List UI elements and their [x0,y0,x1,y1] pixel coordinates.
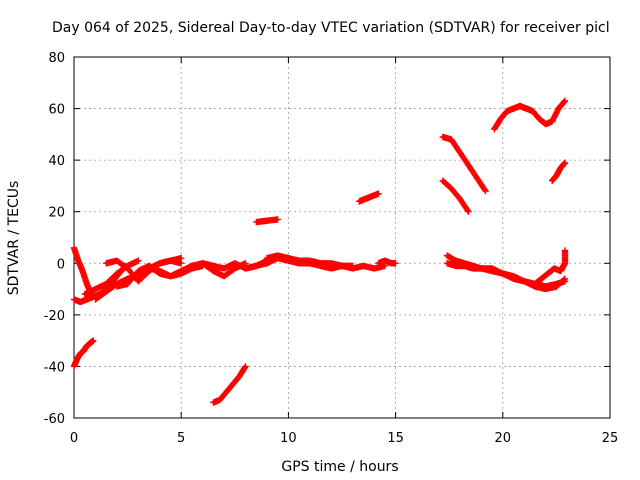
x-tick-label: 20 [495,431,512,446]
y-tick-label: 40 [48,154,65,169]
series-arc-14 [355,190,382,205]
chart-title: Day 064 of 2025, Sidereal Day-to-day VTE… [52,20,610,36]
data-point [375,190,382,197]
series-arc-3 [70,337,97,370]
x-tick-label: 5 [177,431,185,446]
series-arc-17 [439,177,472,215]
data-point [482,187,489,195]
data-point [465,208,472,215]
series-arc-13 [263,252,356,270]
data-point [561,97,569,105]
series-arc-6 [102,257,185,285]
y-tick-label: -40 [44,360,65,375]
data-point [464,207,471,214]
x-tick-label: 25 [602,431,619,446]
x-tick-label: 10 [280,431,297,446]
tick-layer: 0 5 10 15 20 25 -60 -40 -20 0 20 40 60 80 [44,51,619,446]
x-axis-label: GPS time / hours [281,459,398,475]
y-tick-label: -60 [44,412,65,427]
data-point [274,216,281,223]
series-arc-15 [375,257,399,267]
y-tick-label: 20 [48,206,65,221]
data-point [561,275,569,282]
points-layer [70,97,569,406]
data-point [135,257,142,264]
x-tick-label: 0 [70,431,78,446]
series-arc-4 [81,257,142,298]
plot-frame [73,56,611,419]
data-point [349,262,356,270]
x-tick-label: 15 [387,431,404,446]
series-arc-21 [548,159,569,184]
data-point [560,276,568,283]
data-point [90,337,97,344]
y-axis-label: SDTVAR / TECUs [6,181,22,296]
y-tick-label: 80 [48,51,65,66]
y-tick-label: 0 [57,257,65,272]
series-arc-19 [443,260,569,293]
y-tick-label: -20 [44,309,65,324]
series-arc-22 [531,247,569,288]
y-tick-label: 60 [48,103,65,118]
data-point [178,260,185,267]
data-point [561,159,569,166]
data-point [392,260,399,267]
series-arc-12 [253,216,281,226]
data-point [242,363,249,370]
series-arc-9 [210,363,249,406]
data-point [481,186,488,193]
series-arc-20 [491,97,569,133]
data-point [561,247,569,254]
series-arc-16 [439,133,489,195]
